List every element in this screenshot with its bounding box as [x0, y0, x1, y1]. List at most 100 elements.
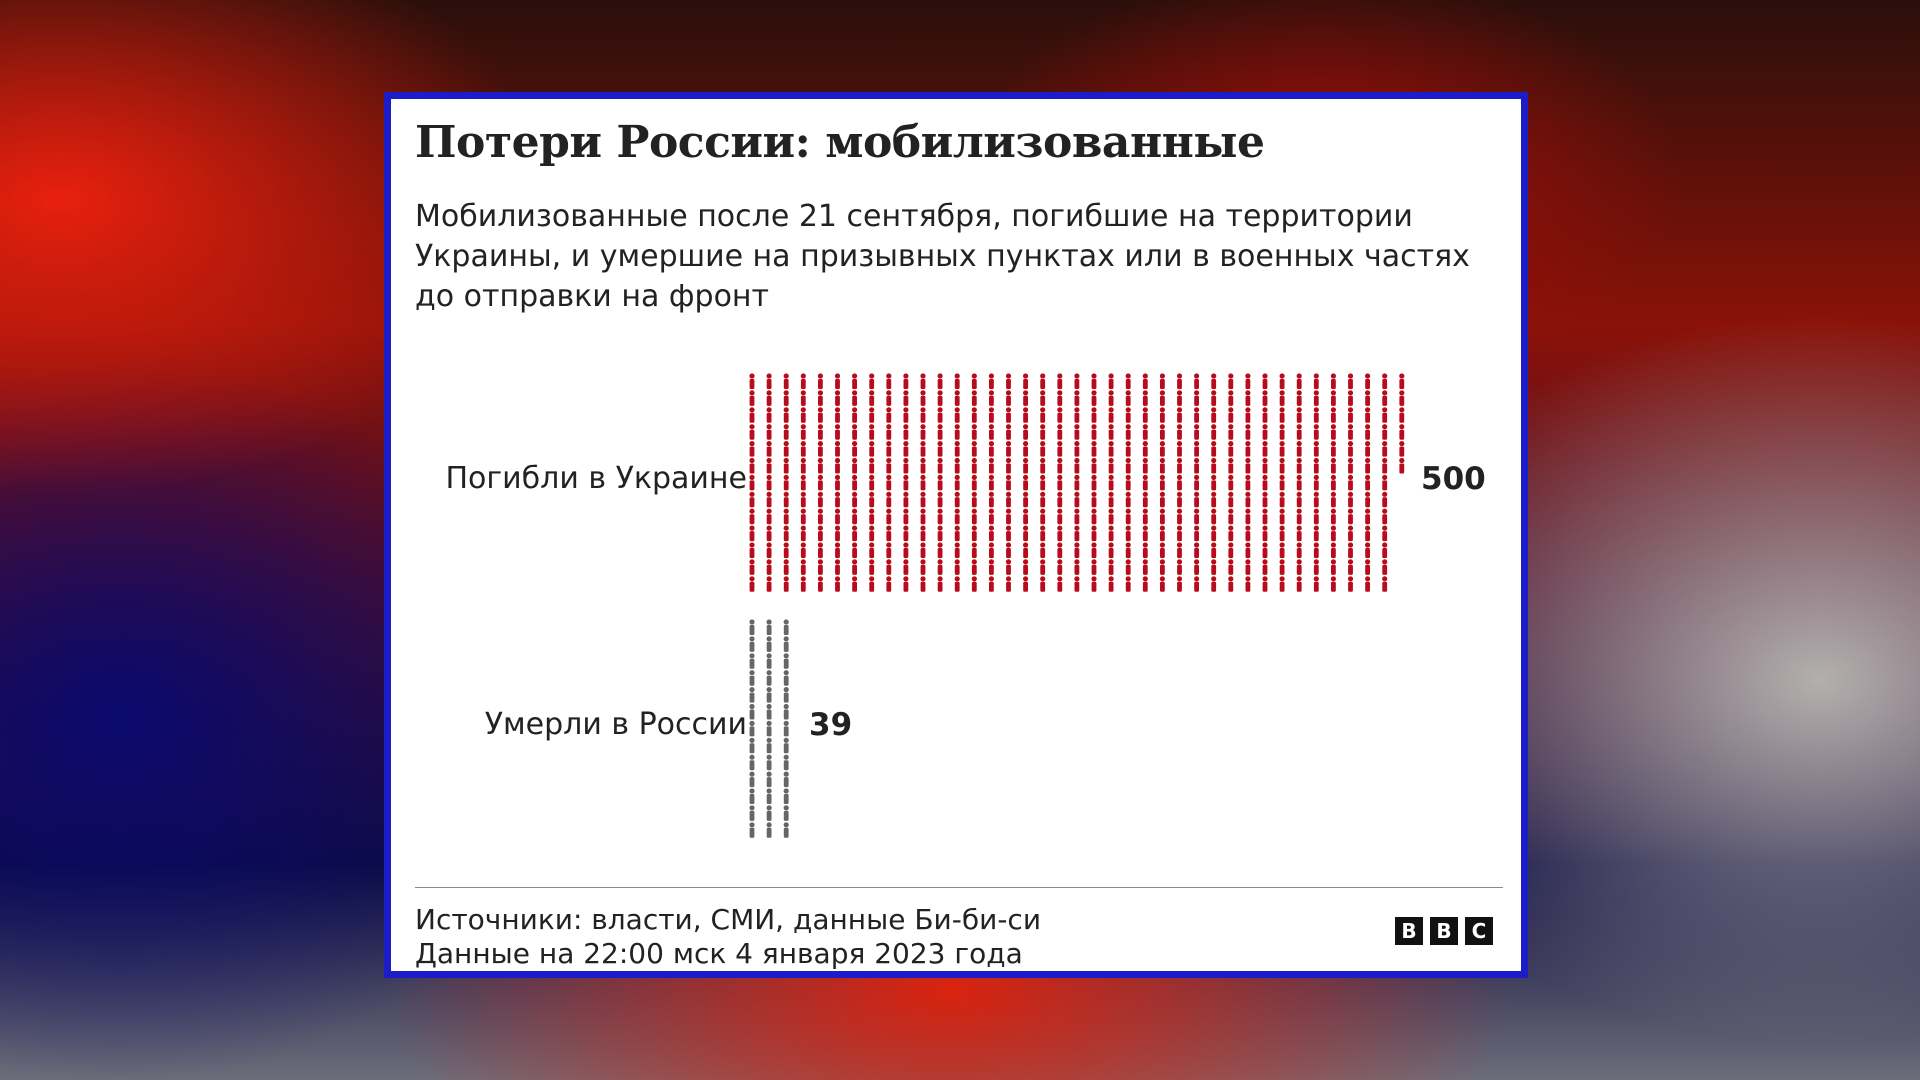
- person-icon-ukraine: [1176, 542, 1183, 558]
- person-icon-ukraine: [1040, 390, 1046, 406]
- person-icon-ukraine: [1211, 491, 1217, 508]
- person-icon-ukraine: [1347, 525, 1354, 542]
- person-icon-ukraine: [1074, 407, 1080, 423]
- person-icon-ukraine: [1330, 474, 1336, 491]
- person-icon-ukraine: [1108, 559, 1114, 575]
- person-icon-ukraine: [1313, 576, 1319, 592]
- person-icon-ukraine: [1194, 390, 1200, 406]
- person-icon-ukraine: [1313, 559, 1319, 575]
- person-icon-ukraine: [1228, 457, 1234, 474]
- person-icon-ukraine: [834, 424, 841, 440]
- person-icon-ukraine: [1228, 525, 1234, 542]
- person-icon-ukraine: [1228, 373, 1234, 389]
- person-icon-ukraine: [1347, 441, 1354, 457]
- person-icon-ukraine: [1023, 441, 1029, 457]
- person-icon-ukraine: [1057, 457, 1063, 474]
- person-icon-russia: [783, 737, 789, 754]
- category-label-russia: Умерли в России: [484, 707, 747, 742]
- person-icon-ukraine: [1176, 457, 1183, 474]
- bbc-logo: B B C: [1395, 917, 1493, 945]
- pictogram-chart: [749, 373, 1405, 838]
- person-icon-ukraine: [817, 559, 823, 575]
- person-icon-ukraine: [1176, 373, 1183, 389]
- person-icon-ukraine: [1125, 373, 1131, 389]
- person-icon-ukraine: [1091, 441, 1097, 457]
- person-icon-ukraine: [1176, 491, 1183, 508]
- person-icon-ukraine: [1159, 441, 1165, 457]
- person-icon-ukraine: [920, 407, 926, 423]
- person-icon-ukraine: [1142, 525, 1148, 542]
- person-icon-ukraine: [920, 457, 926, 474]
- person-icon-ukraine: [1023, 559, 1029, 575]
- person-icon-ukraine: [1262, 559, 1268, 575]
- person-icon-ukraine: [766, 542, 772, 558]
- person-icon-ukraine: [1211, 542, 1217, 558]
- person-icon-ukraine: [1176, 441, 1183, 457]
- person-icon-ukraine: [1040, 559, 1046, 575]
- person-icon-ukraine: [1382, 474, 1388, 491]
- person-icon-ukraine: [1262, 491, 1268, 508]
- person-icon-ukraine: [800, 390, 806, 406]
- person-icon-ukraine: [783, 559, 789, 575]
- person-icon-ukraine: [1330, 441, 1336, 457]
- person-icon-ukraine: [1262, 407, 1268, 423]
- person-icon-ukraine: [1279, 491, 1285, 508]
- person-icon-ukraine: [1228, 424, 1234, 440]
- person-icon-russia: [749, 670, 755, 686]
- person-icon-ukraine: [817, 390, 823, 406]
- person-icon-ukraine: [954, 474, 960, 491]
- person-icon-ukraine: [988, 457, 995, 474]
- person-icon-ukraine: [834, 491, 841, 508]
- person-icon-ukraine: [954, 542, 960, 558]
- person-icon-ukraine: [1125, 390, 1131, 406]
- person-icon-ukraine: [1279, 457, 1285, 474]
- person-icon-ukraine: [834, 457, 841, 474]
- person-icon-ukraine: [749, 441, 755, 457]
- person-icon-ukraine: [783, 525, 789, 542]
- person-icon-ukraine: [971, 474, 977, 491]
- person-icon-ukraine: [1399, 390, 1405, 406]
- person-icon-ukraine: [1159, 559, 1165, 575]
- person-icon-ukraine: [988, 424, 995, 440]
- person-icon-ukraine: [1005, 407, 1012, 423]
- person-icon-ukraine: [1347, 576, 1354, 592]
- person-icon-ukraine: [1194, 576, 1200, 592]
- person-icon-ukraine: [1382, 424, 1388, 440]
- bbc-logo-letter: C: [1465, 917, 1493, 945]
- person-icon-ukraine: [766, 390, 772, 406]
- person-icon-ukraine: [1091, 491, 1097, 508]
- person-icon-ukraine: [1313, 508, 1319, 525]
- person-icon-ukraine: [766, 457, 772, 474]
- person-icon-ukraine: [1313, 491, 1319, 508]
- person-icon-ukraine: [766, 424, 772, 440]
- person-icon-ukraine: [1091, 576, 1097, 592]
- person-icon-ukraine: [1142, 424, 1148, 440]
- person-icon-ukraine: [749, 457, 755, 474]
- person-icon-ukraine: [1330, 424, 1336, 440]
- person-icon-ukraine: [1125, 441, 1131, 457]
- person-icon-ukraine: [852, 441, 858, 457]
- person-icon-ukraine: [1330, 390, 1336, 406]
- person-icon-ukraine: [1023, 457, 1029, 474]
- person-icon-ukraine: [1159, 474, 1165, 491]
- person-icon-ukraine: [1245, 576, 1251, 592]
- person-icon-ukraine: [1125, 407, 1131, 423]
- person-icon-russia: [766, 720, 772, 737]
- person-icon-ukraine: [1176, 390, 1183, 406]
- person-icon-ukraine: [886, 424, 892, 440]
- person-icon-ukraine: [920, 441, 926, 457]
- person-icon-ukraine: [1296, 441, 1302, 457]
- person-icon-ukraine: [988, 525, 995, 542]
- person-icon-ukraine: [1057, 474, 1063, 491]
- person-icon-ukraine: [954, 508, 960, 525]
- person-icon-ukraine: [920, 525, 926, 542]
- person-icon-ukraine: [783, 542, 789, 558]
- person-icon-ukraine: [988, 407, 995, 423]
- person-icon-ukraine: [1057, 441, 1063, 457]
- person-icon-ukraine: [971, 373, 977, 389]
- person-icon-ukraine: [817, 373, 823, 389]
- person-icon-ukraine: [869, 559, 875, 575]
- person-icon-ukraine: [1296, 373, 1302, 389]
- person-icon-russia: [766, 805, 772, 821]
- person-icon-ukraine: [1159, 373, 1165, 389]
